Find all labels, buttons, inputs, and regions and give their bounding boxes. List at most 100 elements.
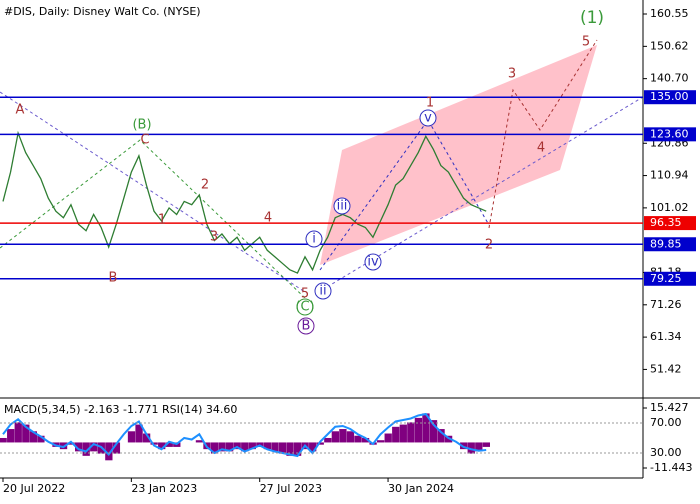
wave-label: (B) — [132, 118, 151, 133]
macd-bar — [241, 442, 249, 452]
x-tick-label: 30 Jan 2024 — [388, 482, 454, 495]
wave-label: iv — [367, 255, 379, 270]
level-box — [644, 127, 696, 142]
macd-bar — [429, 420, 438, 443]
wave-label: ii — [319, 284, 326, 299]
level-box — [644, 216, 696, 231]
macd-bar — [37, 435, 45, 443]
macd-bar — [67, 442, 75, 445]
macd-bar — [354, 435, 362, 443]
chart-title: #DIS, Daily: Disney Walt Co. (NYSE) — [4, 5, 201, 18]
macd-bar — [384, 433, 392, 443]
level-box — [644, 90, 696, 105]
macd-bar — [331, 431, 339, 443]
wave-label: 2 — [485, 238, 493, 253]
macd-bar — [135, 424, 143, 443]
wave-label: (C) — [295, 300, 314, 315]
macd-bar — [195, 440, 204, 443]
macd-bar — [422, 413, 430, 443]
macd-bar — [90, 442, 98, 452]
wave-label: A — [16, 103, 25, 118]
macd-bar — [82, 442, 90, 456]
macd-bar — [218, 442, 226, 452]
forecast-path — [488, 39, 598, 229]
rsi-tick-label: 30.00 — [650, 446, 682, 459]
macd-bar — [339, 429, 347, 443]
macd-bar — [407, 422, 415, 443]
macd-bar — [233, 442, 241, 450]
wave-label: 2 — [201, 178, 209, 193]
macd-bar — [293, 442, 302, 456]
macd-bar — [7, 429, 15, 443]
macd-bar — [377, 440, 385, 443]
y-tick-label: 140.70 — [650, 72, 689, 85]
wave-circle — [297, 317, 315, 335]
y-tick-label: 110.94 — [650, 169, 689, 182]
macd-bar — [263, 442, 272, 450]
macd-bar — [127, 431, 136, 443]
macd-bar — [112, 442, 121, 454]
wave-circle — [333, 197, 351, 215]
macd-bar — [150, 442, 158, 445]
wave-circle — [364, 253, 382, 271]
macd-bar — [248, 442, 256, 450]
macd-bar — [460, 442, 468, 450]
level-label: 89.85 — [650, 237, 682, 250]
level-label: 123.60 — [650, 127, 689, 140]
wave-label: 4 — [537, 141, 545, 156]
macd-bar — [324, 437, 332, 443]
wave-circle — [314, 282, 332, 300]
rsi-tick-label: 70.00 — [650, 416, 682, 429]
wave-label: iii — [337, 199, 348, 214]
wave-label: (1) — [580, 8, 604, 28]
wave-label: B — [109, 271, 118, 286]
macd-bar — [278, 442, 287, 454]
y-tick-label: 51.42 — [650, 362, 682, 375]
macd-bar — [475, 442, 483, 452]
trend-line — [0, 91, 306, 293]
macd-bar — [105, 442, 113, 461]
macd-bar — [316, 442, 324, 445]
wave-label: 3 — [210, 230, 218, 245]
macd-bar — [0, 437, 7, 443]
macd-tick-label: -11.443 — [650, 461, 692, 474]
x-tick-label: 23 Jan 2023 — [131, 482, 197, 495]
wave-label: 1 — [158, 213, 166, 228]
wave-label: B — [302, 319, 311, 334]
macd-bar — [14, 422, 22, 443]
macd-bar — [158, 442, 166, 450]
macd-bar — [210, 442, 219, 454]
wave-line — [319, 119, 490, 271]
macd-bar — [226, 442, 234, 452]
macd-bar — [392, 426, 400, 443]
price-line — [2, 130, 487, 274]
level-label: 135.00 — [650, 90, 689, 103]
wave-label: 5 — [582, 35, 590, 50]
wave-label: v — [424, 111, 432, 126]
forecast-channel — [320, 45, 597, 265]
macd-bar — [286, 442, 294, 456]
wave-label: i — [312, 232, 316, 247]
wave-circle — [305, 230, 323, 248]
x-tick-label: 27 Jul 2023 — [260, 482, 322, 495]
macd-bar — [437, 429, 445, 443]
rsi-line — [2, 412, 487, 458]
wave-label: C — [140, 133, 149, 148]
y-tick-label: 61.34 — [650, 330, 682, 343]
macd-bar — [399, 424, 407, 443]
wave-circle — [419, 109, 437, 127]
macd-bar — [309, 442, 317, 452]
macd-bar — [22, 424, 30, 443]
wave-label: 1 — [426, 96, 434, 111]
macd-bar — [165, 442, 173, 447]
macd-bar — [142, 433, 151, 443]
level-box — [644, 237, 696, 252]
wave-line — [0, 139, 306, 299]
macd-bar — [75, 442, 83, 452]
macd-bar — [29, 431, 37, 443]
x-tick-label: 20 Jul 2022 — [3, 482, 65, 495]
y-tick-label: 71.26 — [650, 298, 682, 311]
macd-tick-label: 15.427 — [650, 401, 689, 414]
macd-bar — [361, 437, 370, 443]
